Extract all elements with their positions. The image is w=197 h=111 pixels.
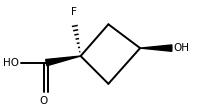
Text: F: F xyxy=(71,7,77,17)
Text: O: O xyxy=(39,96,48,106)
Polygon shape xyxy=(46,56,81,66)
Text: HO: HO xyxy=(3,58,19,68)
Text: OH: OH xyxy=(174,43,190,53)
Polygon shape xyxy=(140,45,172,51)
